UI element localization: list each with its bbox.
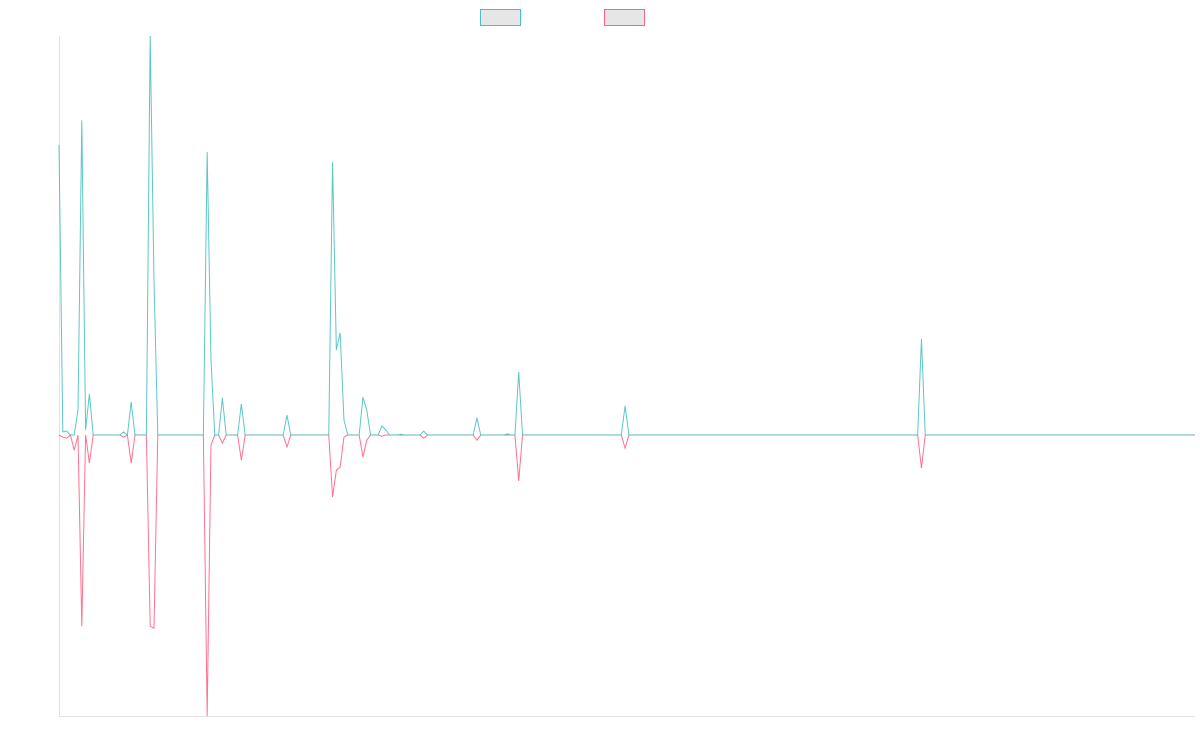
legend-swatch bbox=[480, 9, 521, 26]
series-line bbox=[58, 35, 1195, 437]
legend-swatch bbox=[604, 9, 645, 26]
series-line bbox=[58, 434, 1195, 717]
